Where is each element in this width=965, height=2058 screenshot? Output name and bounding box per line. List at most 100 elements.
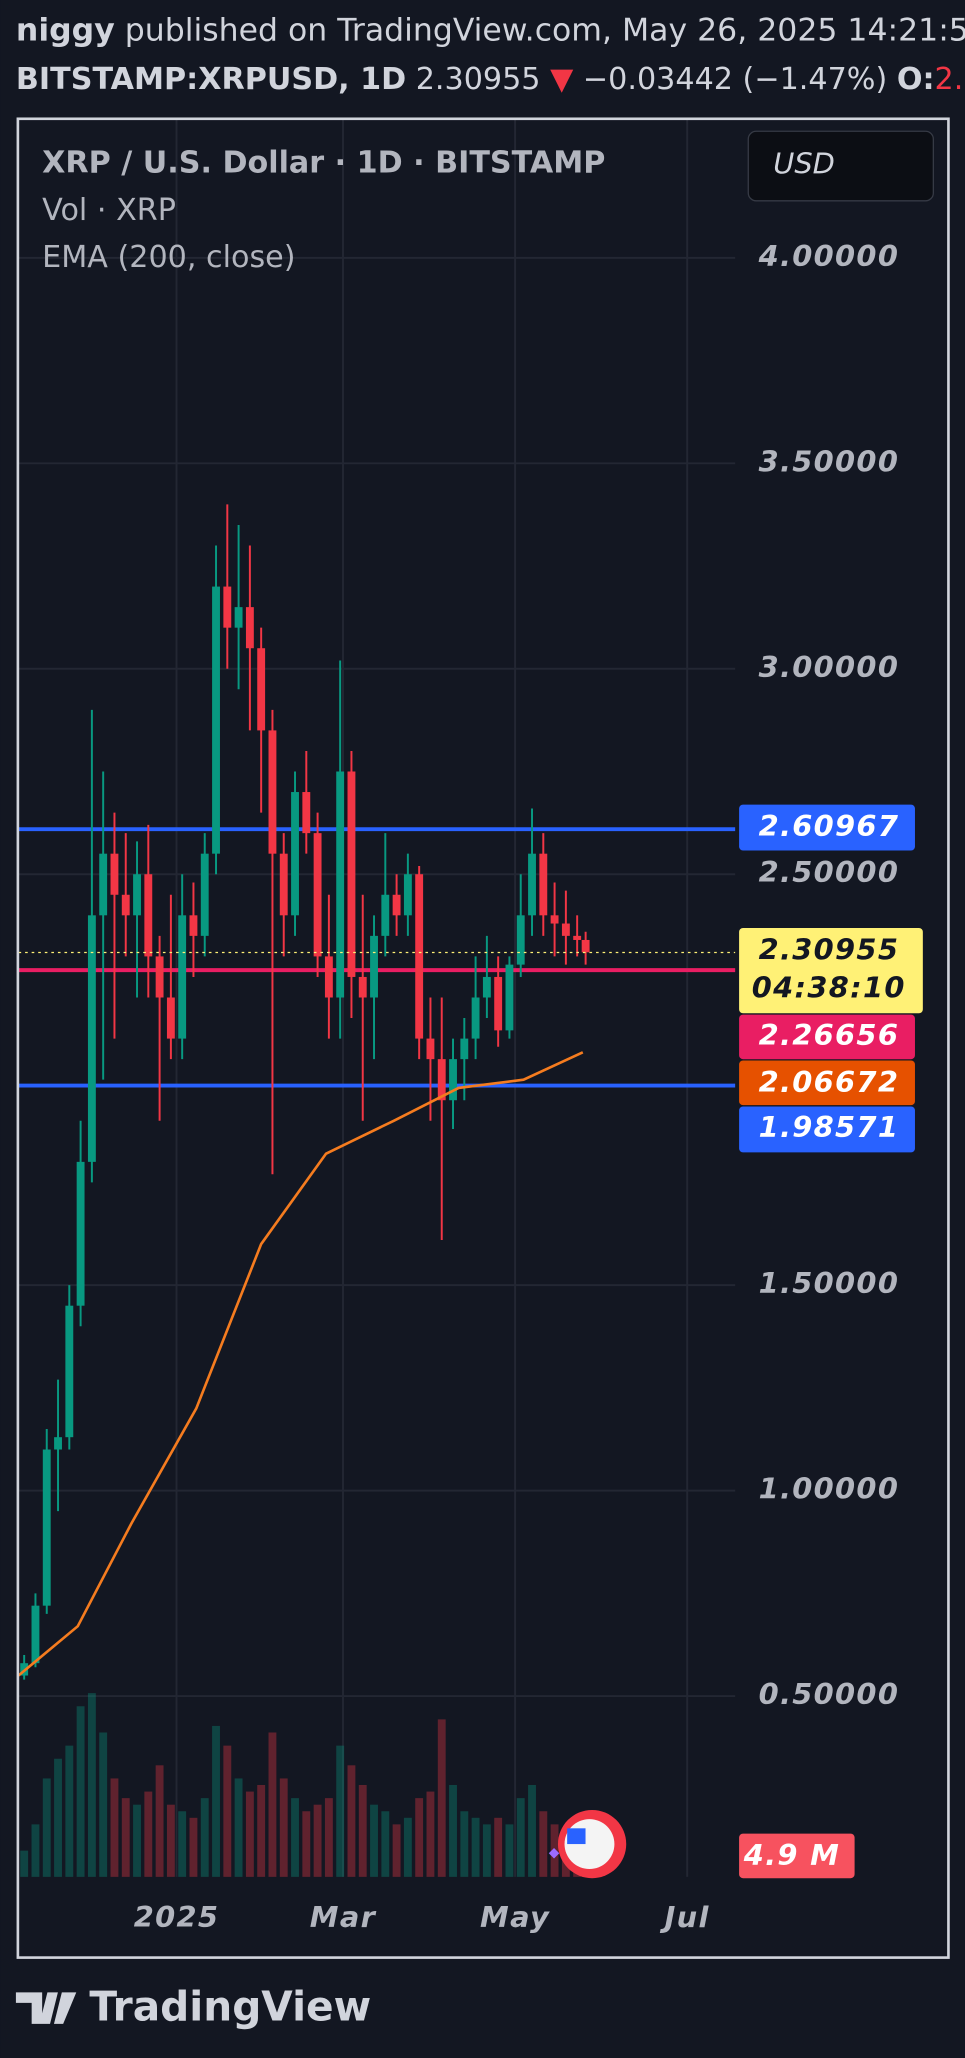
candle-body (392, 894, 401, 916)
logo-text: TradingView (89, 1982, 371, 2030)
candle-body (516, 915, 525, 965)
volume-bar (381, 1811, 390, 1877)
sparkle[interactable] (548, 1848, 560, 1859)
candle-body (358, 976, 367, 998)
candle-body (279, 853, 288, 916)
volume-bar (200, 1798, 209, 1877)
legend-ema: EMA (200, close) (42, 240, 295, 275)
y-tick-label: 1.50000 (759, 1266, 900, 1300)
volume-bar (133, 1804, 141, 1877)
last-price: 2.30955 (759, 933, 900, 967)
legend-title: XRP / U.S. Dollar · 1D · BITSTAMP (42, 146, 605, 181)
volume-bar (302, 1811, 311, 1877)
currency[interactable]: USD (773, 146, 835, 180)
volume-bar (358, 1785, 367, 1877)
volume-bar (223, 1745, 232, 1877)
level-label: 2.60967 (759, 809, 900, 843)
candle-body (482, 976, 491, 998)
logo-icon (15, 1992, 77, 2024)
volume-bar (42, 1778, 51, 1877)
price-labels: 2.60967 2.30955 04:38:10 2.26656 2.06672… (739, 804, 923, 1879)
x-tick-label: 2025 (134, 1900, 220, 1934)
volume-bar (528, 1785, 536, 1877)
level-label: 2.26656 (759, 1018, 900, 1052)
y-tick-label: 3.50000 (759, 444, 900, 478)
volume-bar (415, 1798, 424, 1877)
countdown: 04:38:10 (752, 971, 906, 1005)
x-tick-label: May (480, 1900, 550, 1934)
volume-bar (505, 1824, 514, 1877)
ema-label: 2.06672 (759, 1065, 900, 1099)
candle-body (178, 915, 187, 1039)
y-tick-label: 1.00000 (759, 1472, 900, 1506)
candle-body (31, 1605, 40, 1664)
volume-bar (144, 1791, 153, 1877)
y-tick-label: 3.00000 (759, 650, 900, 684)
volume-bar (279, 1778, 288, 1877)
price: 2.30955 (416, 62, 541, 97)
candle-body (189, 915, 198, 936)
candle-body (144, 874, 153, 957)
volume-bar (370, 1804, 378, 1877)
x-tick-label: Jul (660, 1900, 710, 1934)
candle-body (581, 939, 590, 953)
candle-body (65, 1305, 74, 1438)
legend-volume: Vol · XRP (42, 193, 176, 228)
candle-body (415, 874, 424, 1039)
candle-body (87, 915, 96, 1162)
candle-body (539, 853, 548, 916)
volume-bar (516, 1798, 525, 1877)
currency-button[interactable] (747, 130, 934, 202)
volume-pane (20, 1693, 590, 1877)
volume-bar (155, 1765, 164, 1877)
candle-body (573, 935, 582, 940)
volume-bar (324, 1798, 333, 1877)
volume-bar (166, 1804, 175, 1877)
candle-body (449, 1059, 457, 1101)
volume-bar (99, 1732, 108, 1877)
plot (17, 504, 736, 1680)
volume-bar (539, 1811, 548, 1877)
volume-bar (257, 1785, 266, 1877)
volume-bar (291, 1798, 299, 1877)
candle-body (471, 997, 480, 1039)
candle-body (381, 894, 390, 936)
candle-body (166, 997, 175, 1039)
volume-bar (234, 1778, 243, 1877)
candle-body (437, 1059, 446, 1101)
volume-bar (87, 1693, 96, 1877)
candle-body (110, 853, 119, 895)
candle-body (313, 833, 322, 957)
volume-bar (268, 1732, 277, 1877)
open-value: 2.3 (935, 62, 965, 97)
volume-bar (313, 1804, 322, 1877)
level-label-box (739, 1014, 915, 1060)
candle-body (324, 956, 333, 998)
published: published on TradingView.com, May 26, 20… (125, 13, 965, 49)
volume-label: 4.9 M (743, 1838, 840, 1872)
volume-bar (76, 1706, 85, 1877)
candle-body (121, 894, 130, 916)
last-price-box (739, 927, 923, 1014)
level-label-box (739, 804, 915, 851)
candle-body (212, 586, 220, 854)
candle-body (426, 1038, 435, 1060)
candle-body (291, 792, 299, 916)
volume-bar (189, 1817, 198, 1877)
candle-body (54, 1437, 62, 1450)
y-tick-label: 2.50000 (759, 855, 900, 889)
volume-bar (460, 1811, 469, 1877)
volume-label-box (739, 1833, 855, 1879)
symbol-line: BITSTAMP:XRPUSD, 1D 2.30955 ▼ −0.03442 (… (16, 62, 965, 97)
candle-body (76, 1161, 85, 1306)
level-label-box (739, 1106, 915, 1153)
volume-bar (347, 1765, 356, 1877)
candle-body (460, 1038, 469, 1060)
volume-bar (178, 1811, 187, 1877)
flag-canton[interactable] (567, 1828, 586, 1845)
volume-bar (212, 1725, 220, 1877)
candle-body (528, 853, 536, 916)
news-icon[interactable] (548, 1809, 627, 1879)
volume-bar (449, 1785, 457, 1877)
volume-bar (392, 1824, 401, 1877)
